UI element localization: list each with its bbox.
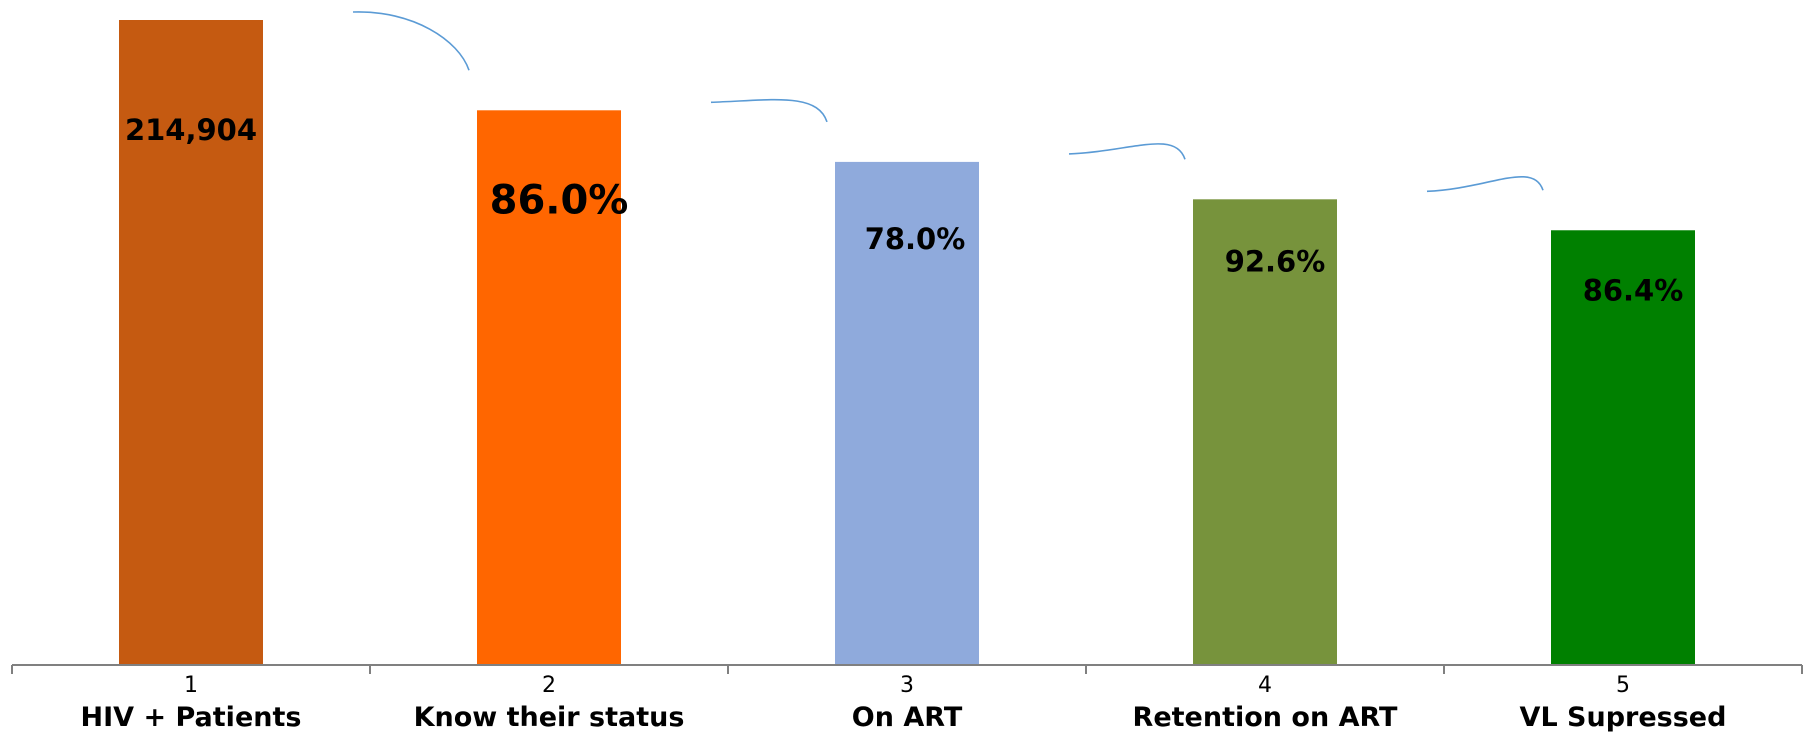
category-label-3: On ART [852,702,963,733]
category-label-5: VL Supressed [1520,702,1727,733]
x-category-labels: HIV + Patients Know their status On ART Ret… [81,702,1727,733]
data-label-4: 92.6% [1225,244,1326,278]
connector-arc-4 [1426,176,1544,193]
tick-number-3: 3 [900,673,914,698]
connector-arc-2 [710,98,828,123]
category-label-1: HIV + Patients [81,702,302,733]
bar-1 [119,20,263,665]
bar-2 [477,110,621,666]
bar-3 [835,161,979,665]
data-label-5: 86.4% [1583,273,1684,307]
data-label-3: 78.0% [865,222,966,256]
tick-number-5: 5 [1616,673,1630,698]
connector-arc-3 [1068,143,1186,160]
bar-series [119,20,1695,666]
category-label-4: Retention on ART [1133,702,1399,733]
bar-5 [1551,230,1695,665]
tick-number-1: 1 [184,673,198,698]
category-label-2: Know their status [414,702,685,733]
x-tick-numbers: 1 2 3 4 5 [184,673,1630,698]
tick-number-4: 4 [1258,673,1272,698]
tick-number-2: 2 [542,673,556,698]
x-axis [11,664,1803,674]
bar-4 [1193,199,1337,665]
connector-arcs [352,11,1544,193]
data-labels: 214,904 86.0% 78.0% 92.6% 86.4% [125,113,1683,307]
connector-arc-1 [352,11,470,71]
data-label-1: 214,904 [125,113,257,147]
data-label-2: 86.0% [490,177,629,223]
